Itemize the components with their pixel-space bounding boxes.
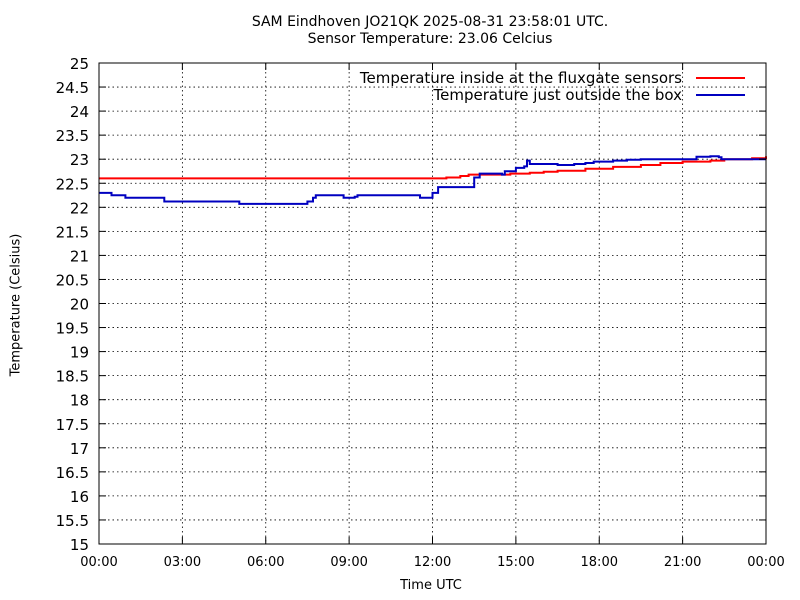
y-tick-label: 22.5 xyxy=(56,175,89,193)
y-tick-label: 17 xyxy=(70,440,89,458)
x-tick-label: 09:00 xyxy=(330,555,367,570)
y-tick-label: 16.5 xyxy=(56,464,89,482)
y-tick-label: 25 xyxy=(70,55,89,73)
x-tick-label: 15:00 xyxy=(497,555,534,570)
legend-label: Temperature inside at the fluxgate senso… xyxy=(359,69,682,87)
x-tick-label: 00:00 xyxy=(80,555,117,570)
y-tick-label: 20 xyxy=(70,296,89,314)
series-line-inside-temperature xyxy=(99,156,767,180)
x-tick-label: 03:00 xyxy=(164,555,201,570)
legend-label: Temperature just outside the box xyxy=(433,86,683,104)
y-axis-label: Temperature (Celsius) xyxy=(8,233,24,377)
y-tick-label: 24.5 xyxy=(56,79,89,97)
y-tick-label: 19.5 xyxy=(56,320,89,338)
y-tick-label: 16 xyxy=(70,488,89,506)
series-layer xyxy=(99,155,767,205)
grid-lines xyxy=(99,63,766,544)
axis-ticks: 15 15.5 16 16.5 17 17.5 18 18.5 19 19.5 20 20.5 21 21… xyxy=(56,55,785,570)
y-tick-label: 18 xyxy=(70,392,89,410)
y-tick-label: 19 xyxy=(70,344,89,362)
y-tick-label: 18.5 xyxy=(56,368,89,386)
chart-title: SAM Eindhoven JO21QK 2025-08-31 23:58:01… xyxy=(251,14,609,30)
x-tick-label: 18:00 xyxy=(581,555,618,570)
x-tick-label: 00:00 xyxy=(747,555,784,570)
chart-subtitle: Sensor Temperature: 23.06 Celcius xyxy=(307,31,553,47)
y-tick-label: 22 xyxy=(70,199,89,217)
y-tick-label: 21 xyxy=(70,247,89,265)
y-tick-label: 23 xyxy=(70,151,89,169)
y-tick-label: 15.5 xyxy=(56,512,89,530)
x-axis-label: Time UTC xyxy=(400,578,462,593)
legend: Temperature inside at the fluxgate senso… xyxy=(359,69,745,104)
y-tick-label: 23.5 xyxy=(56,127,89,145)
x-tick-label: 06:00 xyxy=(247,555,284,570)
x-tick-label: 12:00 xyxy=(414,555,451,570)
y-tick-label: 20.5 xyxy=(56,271,89,289)
y-tick-label: 15 xyxy=(70,536,89,554)
y-tick-label: 24 xyxy=(70,103,89,121)
x-tick-label: 21:00 xyxy=(664,555,701,570)
series-line-outside-temperature xyxy=(99,155,766,205)
y-tick-label: 21.5 xyxy=(56,223,89,241)
y-tick-label: 17.5 xyxy=(56,416,89,434)
